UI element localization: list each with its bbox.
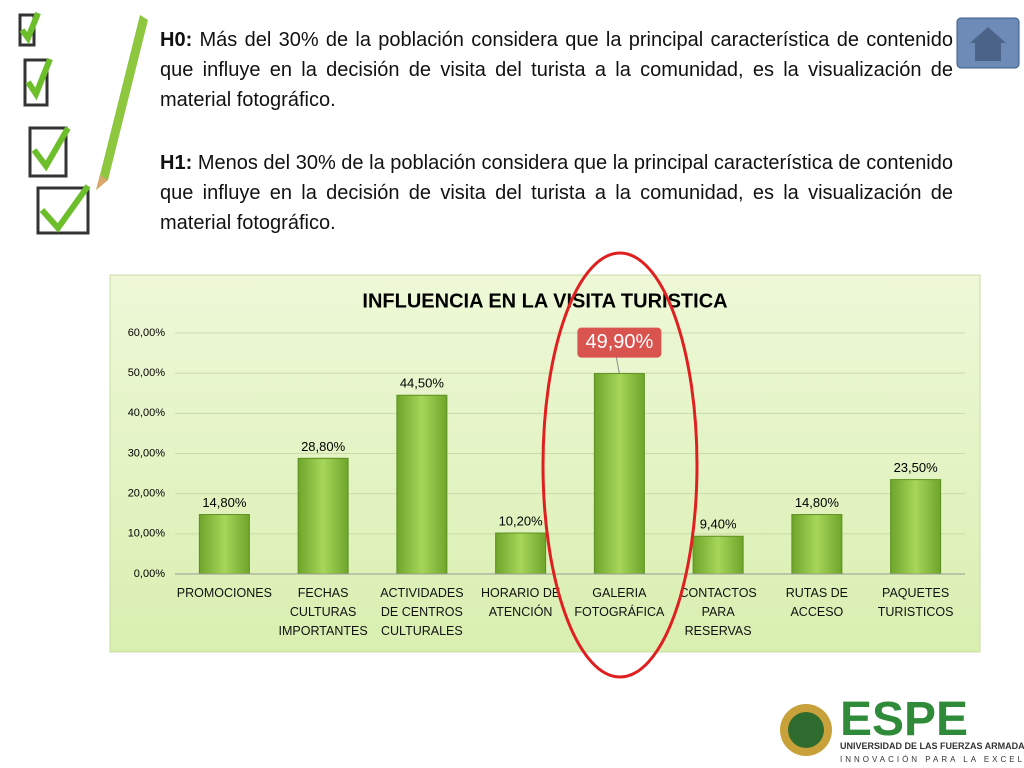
x-tick-label-box: GALERIA FOTOGRÁFICA [574,586,665,619]
y-tick-label: 40,00% [128,407,166,419]
value-label: 49,90% [585,331,653,353]
y-tick-label: 50,00% [128,367,166,379]
bar [198,514,250,575]
brand: ESPE [840,693,968,746]
h-text: Más del 30% de la población considera qu… [160,29,953,111]
h-label: H1: [160,152,193,174]
label-box [577,327,662,358]
x-tick-label: PROMOCIONES [176,586,272,600]
x-tick-label: FECHAS CULTURAS IMPORTANTES [278,586,368,638]
y-tick-label: 30,00% [128,447,166,459]
x-tick-label: PAQUETES TURISTICOS [877,586,954,619]
logo: ESPE UNIVERSIDAD DE LAS FUERZAS ARMADAS … [780,693,1024,764]
x-tick-label-box: PAQUETES TURISTICOS [877,586,954,619]
chart-title: INFLUENCIA EN LA VISITA TURISTICA [362,290,727,312]
bar [791,514,843,575]
x-tick-label: CONTACTOS PARA RESERVAS [679,586,757,638]
x-tick-label: GALERIA FOTOGRÁFICA [574,586,665,619]
decoration [18,11,148,235]
x-tick-label: HORARIO DE ATENCIÓN [481,586,561,619]
leader-line [615,357,620,374]
university: UNIVERSIDAD DE LAS FUERZAS ARMADAS [840,741,1024,751]
value-label: 14,80% [795,495,840,510]
chart-area [109,274,981,653]
value-label: 28,80% [301,439,346,454]
h-text: Menos del 30% de la población considera … [160,152,953,234]
bar [593,373,645,575]
x-tick-label-box: CONTACTOS PARA RESERVAS [679,586,757,638]
value-label: 44,50% [400,376,445,391]
h-label: H0: [160,29,193,51]
bar [890,479,942,575]
x-tick-label-box: ACTIVIDADES DE CENTROS CULTURALES [380,586,464,638]
value-label: 23,50% [894,460,939,475]
bar [297,457,349,575]
x-tick-label-box: FECHAS CULTURAS IMPORTANTES [278,586,368,638]
x-tick-label-box: HORARIO DE ATENCIÓN [481,586,561,619]
hypothesis-1: H1: Menos del 30% de la población consid… [160,148,953,238]
bar [495,532,547,575]
x-tick-label: ACTIVIDADES DE CENTROS CULTURALES [380,586,464,638]
motto: INNOVACIÓN PARA LA EXCELENCIA [840,755,1024,764]
value-label: 9,40% [700,517,737,532]
y-tick-label: 20,00% [128,488,166,500]
x-tick-label-box: RUTAS DE ACCESO [785,586,849,619]
y-tick-label: 0,00% [134,568,165,580]
y-tick-label: 10,00% [128,528,166,540]
bar [396,394,448,575]
highlight-ellipse [541,251,699,679]
bar [692,535,744,575]
value-label: 14,80% [202,495,247,510]
value-label: 10,20% [499,513,544,528]
home-button[interactable] [956,17,1020,69]
x-tick-label-box: PROMOCIONES [176,586,272,600]
x-tick-label: RUTAS DE ACCESO [785,586,849,619]
hypothesis-0: H0: Más del 30% de la población consider… [160,25,953,115]
y-tick-label: 60,00% [128,327,166,339]
